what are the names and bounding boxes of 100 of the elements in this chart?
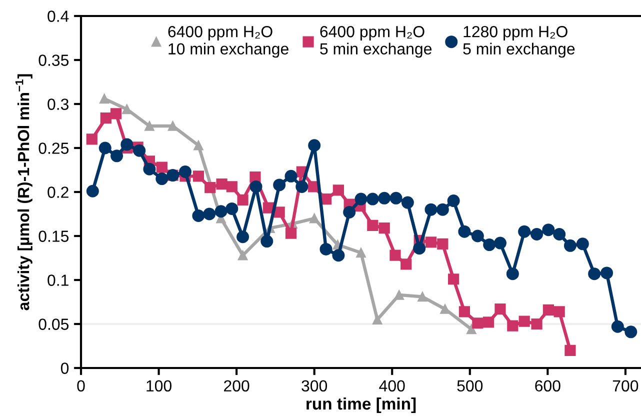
point [354, 192, 368, 206]
point [308, 139, 321, 152]
point [366, 192, 379, 206]
point [204, 182, 216, 194]
y-tick-label: 0.1 [48, 274, 68, 286]
point [554, 306, 565, 318]
point [518, 225, 531, 238]
point [553, 228, 566, 240]
point [332, 184, 344, 196]
point [192, 170, 204, 182]
point [506, 268, 519, 280]
point [494, 303, 506, 315]
point [284, 170, 298, 182]
x-tick-label: 500 [457, 380, 483, 392]
point [86, 184, 99, 198]
point [564, 344, 576, 356]
legend-label: 6400 ppm H₂O 5 min exchange [320, 26, 432, 58]
point [378, 222, 390, 234]
point [194, 140, 204, 150]
point [320, 242, 332, 256]
point [400, 258, 412, 270]
point [216, 178, 228, 190]
point [425, 236, 437, 248]
point [144, 121, 154, 131]
point [542, 304, 554, 316]
point [110, 108, 122, 120]
point [237, 194, 248, 206]
point [564, 239, 576, 252]
point [238, 250, 248, 260]
point [226, 202, 238, 215]
point [367, 220, 378, 231]
x-axis-title: run time [min] [306, 397, 416, 414]
point [611, 320, 624, 333]
y-tick-label: 0.4 [48, 10, 69, 22]
x-tick-label: 0 [77, 380, 85, 392]
point [332, 249, 345, 262]
y-tick-label: 0.15 [38, 230, 69, 242]
point [413, 242, 426, 255]
x-tick-label: 200 [224, 380, 250, 392]
point [530, 228, 544, 240]
x-tick-label: 700 [612, 380, 638, 392]
y-tick-label: 0.3 [48, 98, 68, 110]
point [285, 228, 297, 239]
point [507, 320, 518, 332]
point [356, 248, 366, 258]
point [542, 224, 555, 236]
point [178, 166, 192, 178]
point [447, 194, 460, 208]
point [576, 238, 589, 250]
point [494, 236, 506, 250]
point [192, 210, 205, 222]
point [168, 121, 178, 131]
point [274, 206, 285, 218]
point [99, 94, 110, 104]
point [471, 230, 484, 242]
y-tick-label: 0 [60, 362, 69, 374]
point [483, 316, 494, 328]
x-tick-label: 400 [379, 380, 405, 392]
y-tick-label: 0.2 [48, 186, 68, 198]
point [483, 238, 496, 252]
point [401, 196, 414, 209]
point [458, 306, 470, 318]
point [98, 142, 112, 154]
point [466, 324, 476, 334]
point [156, 162, 168, 173]
y-axis-title: activity [µmol (R)-1-PhOl min$^{−1}$] [15, 74, 32, 310]
point [518, 316, 530, 327]
point [600, 266, 614, 280]
point [472, 318, 484, 329]
legend-label: 6400 ppm H₂O 10 min exchange [168, 26, 288, 58]
point [120, 138, 134, 151]
point [343, 206, 356, 218]
point [458, 225, 471, 238]
x-tick-label: 600 [535, 380, 560, 392]
point [100, 112, 112, 124]
point [372, 314, 382, 324]
point [226, 181, 238, 192]
point [122, 104, 132, 114]
x-tick-label: 300 [302, 380, 328, 392]
point [436, 203, 449, 216]
point [440, 304, 450, 314]
point [390, 250, 401, 261]
point [250, 171, 261, 183]
y-tick-label: 0.05 [38, 318, 69, 330]
x-tick-label: 100 [146, 380, 172, 392]
point [214, 205, 228, 218]
point [143, 162, 156, 176]
point [203, 208, 216, 220]
point [296, 180, 308, 193]
point [86, 134, 98, 145]
point [378, 192, 391, 204]
point [394, 290, 404, 300]
y-tick-label: 0.25 [38, 142, 69, 154]
point [273, 178, 286, 192]
point [250, 180, 262, 193]
point [110, 150, 124, 162]
point [418, 292, 428, 302]
point [156, 172, 168, 186]
point [424, 203, 438, 216]
point [133, 144, 146, 157]
